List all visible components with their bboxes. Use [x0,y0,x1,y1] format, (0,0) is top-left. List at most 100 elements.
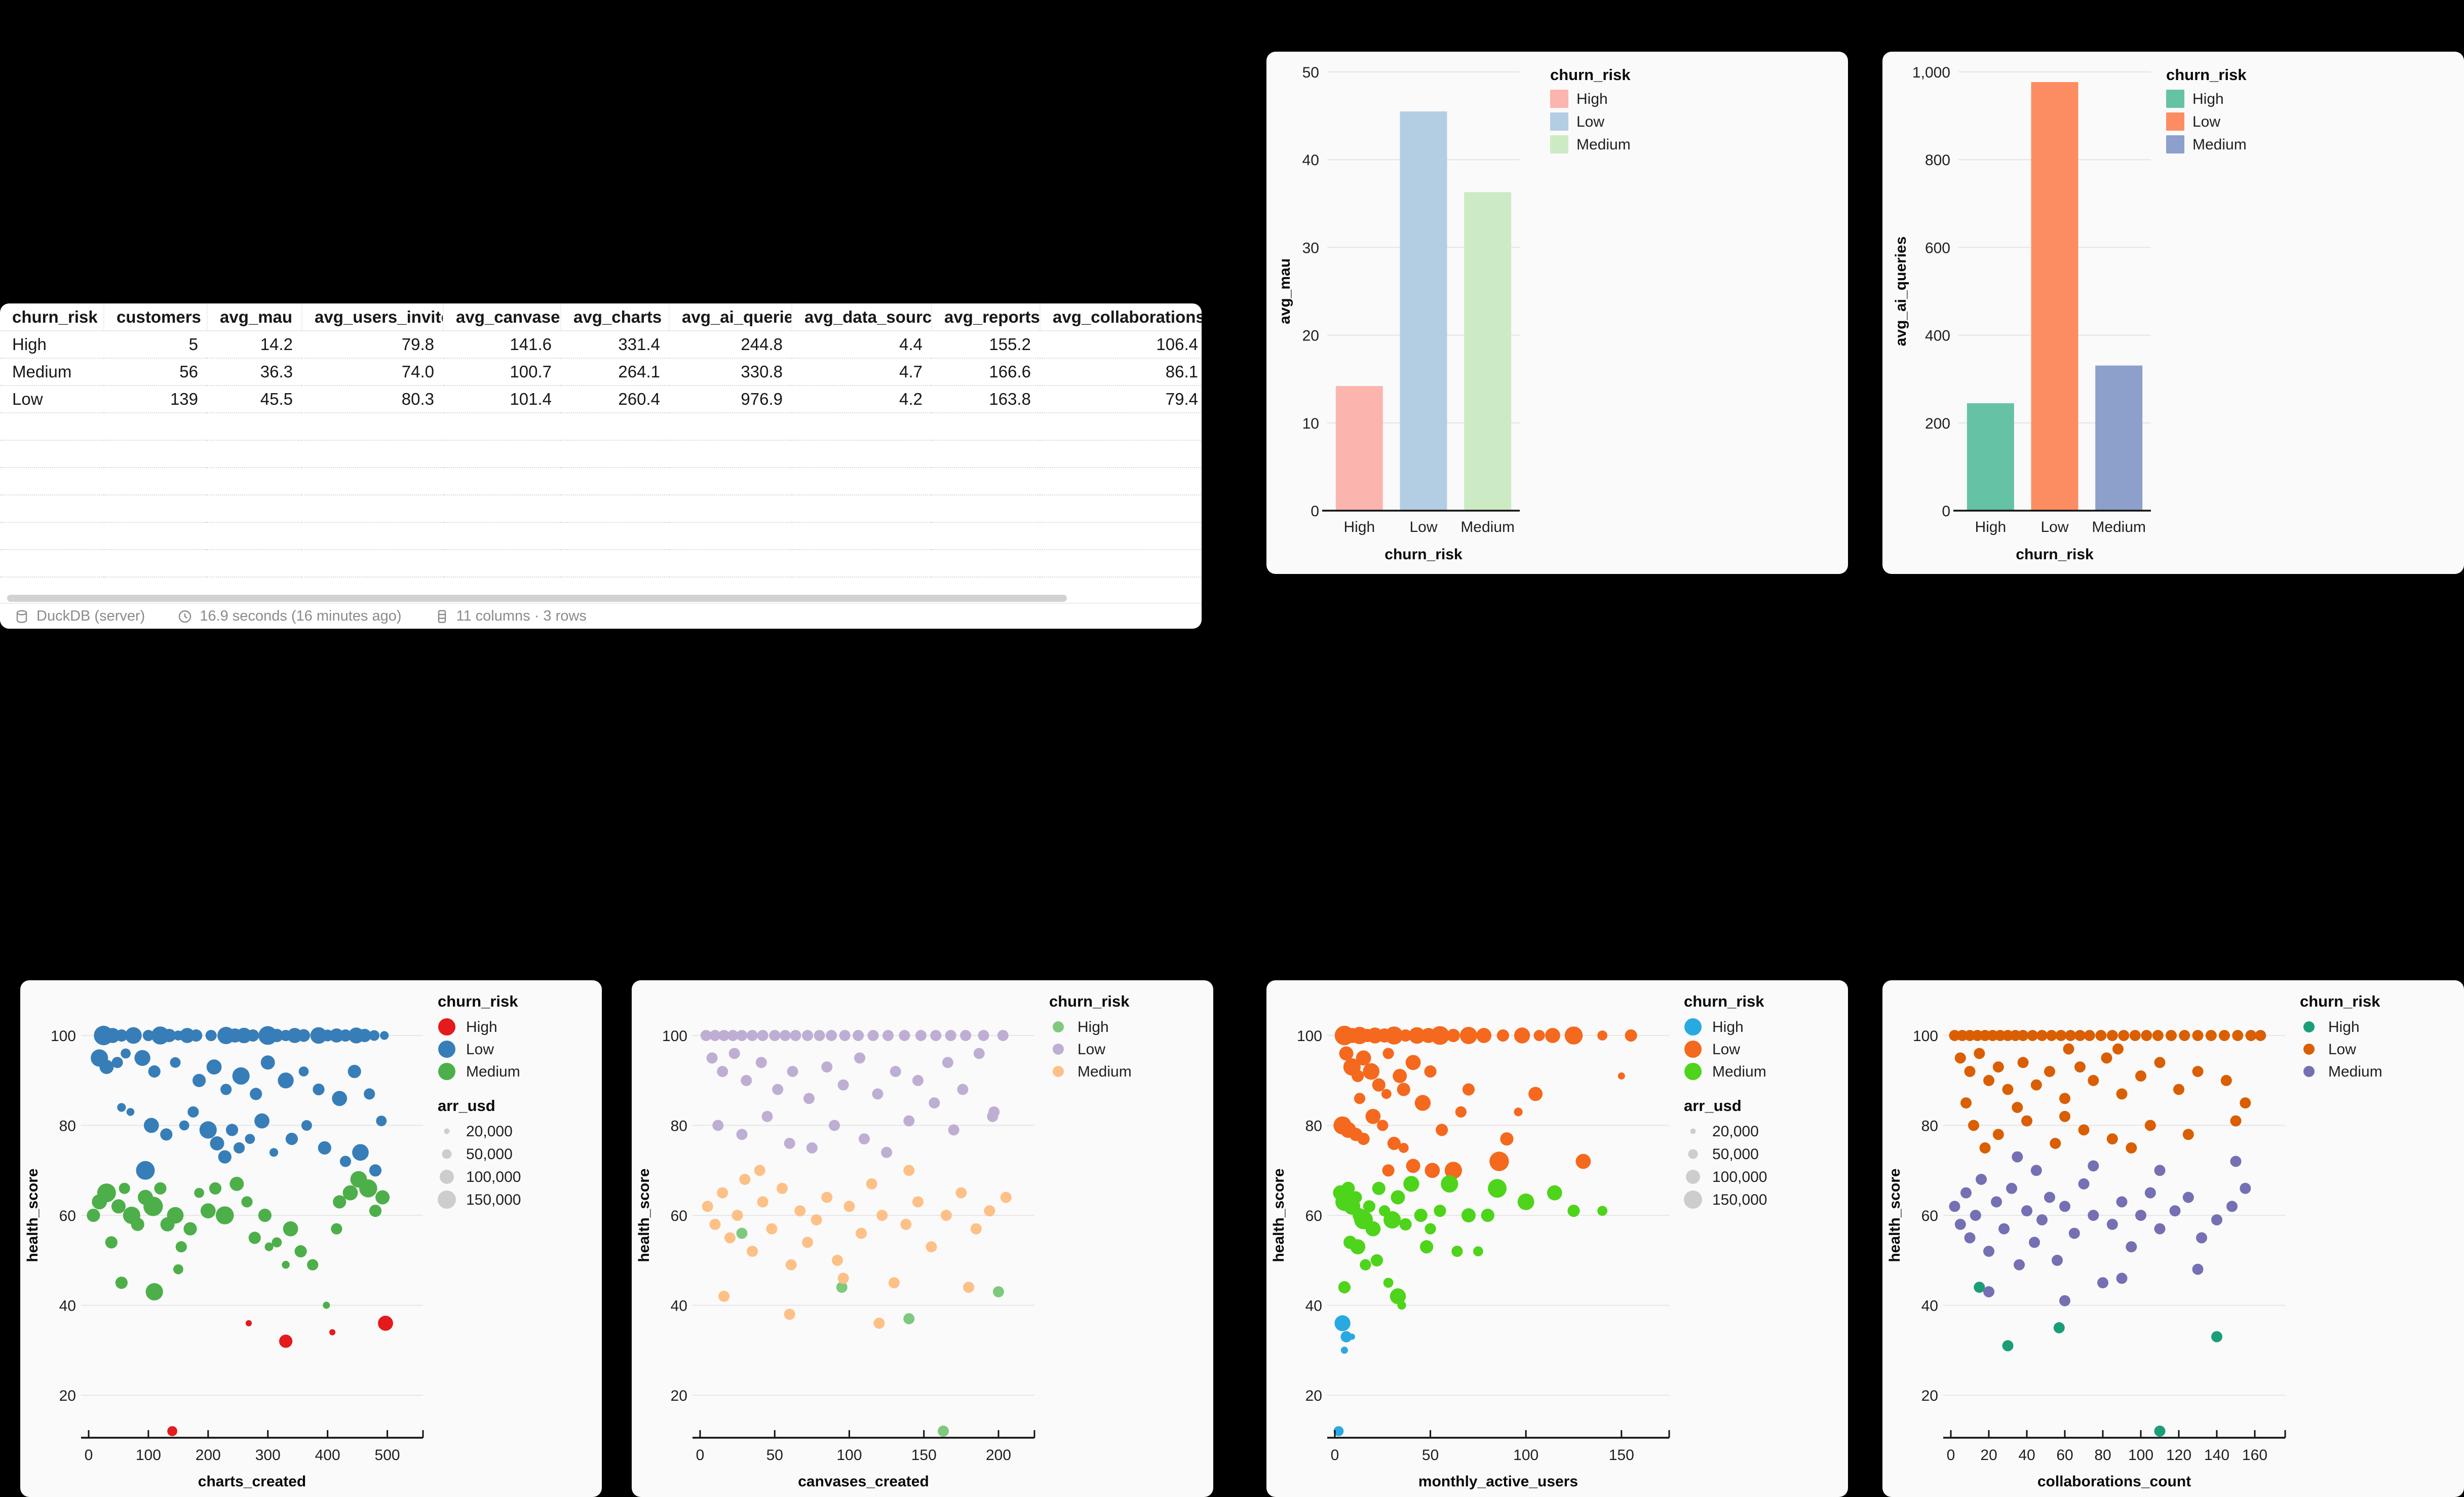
scatter-point-Low [298,1066,309,1077]
scatter-point-Medium [1434,1205,1446,1217]
table-empty-cell [932,440,1040,468]
y-axis-title: avg_ai_queries [1893,237,1909,347]
size-legend-label: 100,000 [1712,1169,1767,1185]
scatter-point-Medium [757,1196,768,1208]
scatter-point-Medium [717,1187,728,1199]
column-header-customers[interactable]: customers [103,303,207,331]
y-tick-label: 100 [1297,1028,1322,1045]
scatter-point-Medium [1960,1187,1972,1199]
scatter-point-Medium [724,1232,736,1244]
scatter-point-Medium [912,1196,923,1208]
table-cell: 4.7 [792,358,932,386]
scatter-point-Medium [119,1182,130,1194]
scatter-point-Low [706,1052,718,1064]
scatter-point-Low [210,1136,224,1150]
y-tick-label: 400 [1925,328,1950,344]
scatter-point-Medium [1481,1208,1494,1222]
size-legend-circle [1688,1149,1698,1159]
scatter-point-Medium [2012,1151,2023,1163]
scatter-point-Low [712,1120,724,1131]
scatter-point-Low [1382,1164,1395,1177]
scatter-point-Medium [1397,1300,1406,1310]
column-header-avg_ai_queries[interactable]: avg_ai_queries [669,303,792,331]
scatter-point-Medium [115,1277,128,1289]
scatter-point-Medium [866,1178,877,1189]
scatter-point-Low [2116,1088,2128,1100]
column-header-churn_risk[interactable]: churn_risk [0,303,104,331]
scatter-point-Medium [1383,1278,1394,1288]
table-empty-cell [1040,577,1202,595]
column-header-avg_mau[interactable]: avg_mau [207,303,302,331]
scatter-point-Low [2106,1030,2118,1041]
table-empty-cell [932,577,1040,595]
column-header-avg_users_invited[interactable]: avg_users_invited [301,303,443,331]
legend-swatch-Low [2166,112,2184,131]
scatter-point-Medium [754,1165,765,1176]
scatter-point-Medium [1000,1192,1012,1203]
scatter-point-Low [1983,1074,1994,1086]
scatter-point-Low [1528,1087,1543,1101]
scatter-point-Medium [241,1196,253,1208]
x-tick-label: 0 [1331,1447,1339,1464]
scatter-point-Medium [1383,1211,1401,1229]
scatter-point-Low [179,1028,195,1043]
scatter-point-Medium [2052,1254,2063,1266]
scatter-point-Low [1979,1142,1991,1154]
table-status-bar: DuckDB (server) 16.9 seconds (16 minutes… [0,603,1202,629]
legend-label: High [1576,91,1608,107]
scatter-point-Low [2106,1133,2118,1145]
scatter-point-Medium [307,1259,319,1271]
scatter-point-Low [192,1073,206,1087]
scatter-point-Low [853,1030,864,1041]
scatter-point-Medium [2006,1182,2017,1194]
scatter-point-Medium [2097,1277,2108,1289]
scrollbar-thumb[interactable] [7,595,1067,602]
scatter-point-Low [2095,1030,2107,1041]
table-empty-cell [302,413,443,441]
scatter-point-Low [278,1072,294,1089]
legend-label: Low [1712,1041,1740,1058]
scatter-point-Low [1414,1095,1431,1111]
y-tick-label: 100 [1913,1028,1938,1045]
x-tick-label: 100 [836,1447,862,1464]
scatter-point-Low [727,1030,739,1041]
legend-label: High [2192,91,2224,107]
y-tick-label: 60 [1305,1208,1322,1224]
scatter-point-Low [2205,1030,2217,1041]
column-header-avg_reports[interactable]: avg_reports [931,303,1040,331]
table-empty-cell [104,468,207,495]
column-header-avg_data_sources[interactable]: avg_data_sources [791,303,932,331]
status-engine-label: DuckDB (server) [36,608,145,624]
size-legend-circle [442,1149,452,1159]
scatter-point-Medium [970,1223,982,1235]
scatter-point-Low [1500,1132,1514,1146]
table-cell: 45.5 [207,386,302,413]
table-cell: 244.8 [669,331,792,359]
scatter-point-Low [260,1055,275,1070]
x-tick-label: 150 [911,1447,937,1464]
y-tick-label: 100 [51,1028,76,1045]
scatter-point-Low [882,1030,894,1041]
table-cell: 5 [104,331,207,359]
scatter-point-Medium [984,1205,995,1217]
scatter-point-Low [1424,1065,1437,1078]
scatter-point-High [836,1282,848,1293]
scatter-point-Low [709,1030,721,1041]
results-table: churn_risk customers avg_mau avg_users_invi… [0,303,1202,595]
column-header-avg_canvases[interactable]: avg_canvases [443,303,561,331]
scatter-point-Medium [1983,1286,1994,1297]
horizontal-scrollbar[interactable] [0,593,1202,604]
legend-label: High [1077,1019,1109,1035]
scatter-point-Medium [2144,1187,2156,1199]
column-header-avg_charts[interactable]: avg_charts [560,303,669,331]
scatter-point-Medium [2088,1210,2099,1221]
column-header-avg_collaborations[interactable]: avg_collaborations [1040,303,1202,331]
table-empty-cell [561,468,669,495]
scatter-point-High [2154,1426,2166,1437]
legend-label: Low [1077,1041,1105,1058]
size-legend-label: 20,000 [466,1123,513,1140]
scatter-point-Low [2154,1057,2166,1068]
size-legend-label: 100,000 [466,1169,521,1185]
scatter-point-Medium [2196,1232,2207,1244]
scatter-point-Medium [1363,1200,1375,1213]
